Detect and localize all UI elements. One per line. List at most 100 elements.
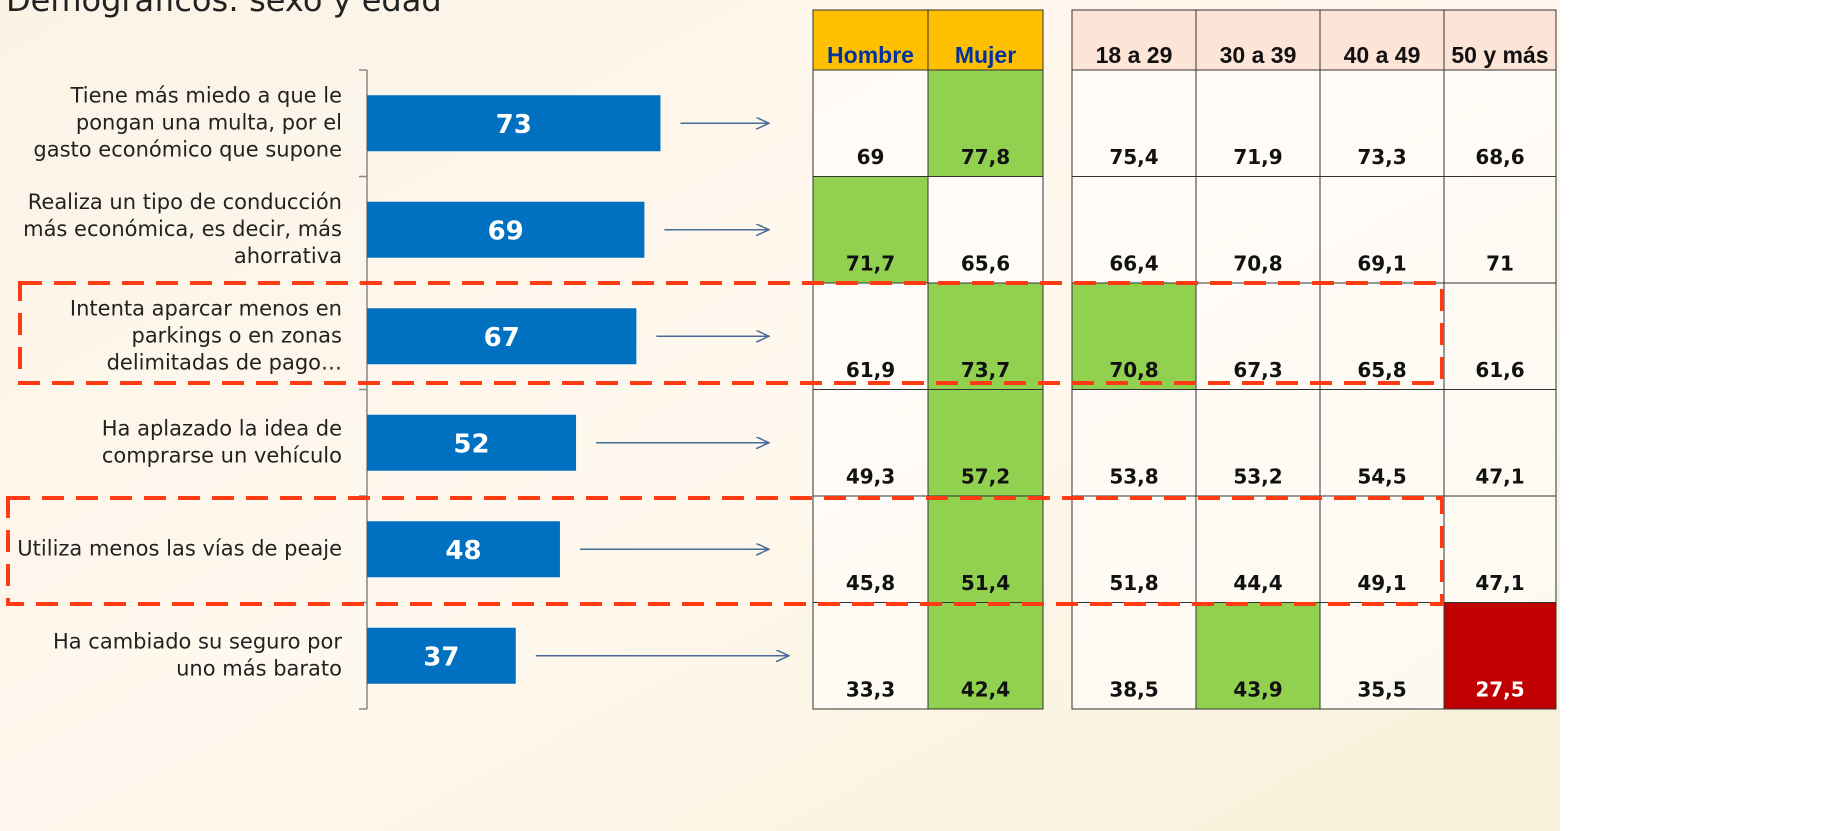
category-label: más económica, es decir, más bbox=[23, 217, 342, 241]
header-cell bbox=[927, 9, 1044, 71]
bar bbox=[367, 521, 560, 578]
category-label: Realiza un tipo de conducción bbox=[28, 190, 342, 214]
table-cell bbox=[927, 176, 1044, 284]
table: Hombre Mujer 18 a 29 30 a 39 40 a 49 50 y más… bbox=[812, 9, 1557, 710]
cell-value: 47,1 bbox=[1475, 571, 1524, 595]
cell-value: 69,1 bbox=[1357, 252, 1406, 276]
bar bbox=[367, 627, 516, 684]
header-cell bbox=[1443, 9, 1557, 71]
table-cell bbox=[927, 69, 1044, 177]
table-cell bbox=[1195, 176, 1321, 284]
column-header: 40 a 49 bbox=[1344, 42, 1421, 68]
cell-value: 71,7 bbox=[846, 252, 895, 276]
cell-value: 43,9 bbox=[1233, 678, 1282, 702]
table-cell bbox=[927, 495, 1044, 603]
category-label: comprarse un vehículo bbox=[102, 443, 342, 467]
column-header: Mujer bbox=[955, 42, 1016, 68]
table-cell bbox=[812, 602, 929, 710]
table-cell bbox=[1195, 495, 1321, 603]
table-cell bbox=[1071, 69, 1197, 177]
table-cell bbox=[1071, 176, 1197, 284]
cell-value: 65,8 bbox=[1357, 358, 1406, 382]
cell-value: 68,6 bbox=[1475, 145, 1524, 169]
cell-value: 53,8 bbox=[1109, 465, 1158, 489]
table-cell bbox=[1443, 282, 1557, 390]
table-cell bbox=[1319, 176, 1445, 284]
bar-chart: Tiene más miedo a que le pongan una multa… bbox=[17, 69, 789, 710]
table-cell bbox=[927, 602, 1044, 710]
table-cell bbox=[1319, 495, 1445, 603]
cell-value: 61,6 bbox=[1475, 358, 1524, 382]
cell-value: 66,4 bbox=[1109, 252, 1158, 276]
category-label: Ha cambiado su seguro por bbox=[53, 629, 342, 653]
category-label: Intenta aparcar menos en bbox=[70, 296, 342, 320]
cell-value: 38,5 bbox=[1109, 678, 1158, 702]
column-header: 30 a 39 bbox=[1220, 42, 1297, 68]
cell-value: 57,2 bbox=[961, 465, 1010, 489]
category-label: uno más barato bbox=[176, 656, 342, 680]
cell-value: 53,2 bbox=[1233, 465, 1282, 489]
bar-value-label: 48 bbox=[445, 536, 481, 566]
table-cell bbox=[1071, 389, 1197, 497]
column-header: 50 y más bbox=[1451, 42, 1548, 68]
table-cell bbox=[812, 282, 929, 390]
table-cell bbox=[1443, 389, 1557, 497]
column-header: Hombre bbox=[827, 42, 914, 68]
category-label: gasto económico que supone bbox=[33, 137, 342, 161]
bar-value-label: 73 bbox=[496, 110, 532, 140]
category-label: Ha aplazado la idea de bbox=[102, 416, 342, 440]
bar bbox=[367, 95, 661, 152]
cell-value: 67,3 bbox=[1233, 358, 1282, 382]
chart-title: Demográficos: sexo y edad bbox=[6, 0, 442, 19]
highlight-boxes bbox=[6, 281, 1444, 606]
category-label: Tiene más miedo a que le bbox=[70, 83, 342, 107]
category-label: parkings o en zonas bbox=[131, 323, 342, 347]
bar-value-label: 37 bbox=[423, 642, 459, 672]
cell-value: 70,8 bbox=[1233, 252, 1282, 276]
cell-value: 27,5 bbox=[1475, 678, 1524, 702]
cell-value: 73,3 bbox=[1357, 145, 1406, 169]
cell-value: 42,4 bbox=[961, 678, 1010, 702]
table-cell bbox=[812, 69, 929, 177]
cell-value: 35,5 bbox=[1357, 678, 1406, 702]
table-cell bbox=[1443, 495, 1557, 603]
highlight-box bbox=[6, 496, 1444, 606]
cell-value: 45,8 bbox=[846, 571, 895, 595]
table-cell bbox=[1071, 495, 1197, 603]
cell-value: 49,3 bbox=[846, 465, 895, 489]
cell-value: 51,4 bbox=[961, 571, 1010, 595]
table-cell bbox=[1071, 602, 1197, 710]
cell-value: 70,8 bbox=[1109, 358, 1158, 382]
bar-value-label: 69 bbox=[488, 216, 524, 246]
category-label: ahorrativa bbox=[234, 244, 342, 268]
cell-value: 33,3 bbox=[846, 678, 895, 702]
header-cell bbox=[1319, 9, 1445, 71]
bar bbox=[367, 414, 577, 471]
cell-value: 71 bbox=[1486, 252, 1514, 276]
cell-value: 44,4 bbox=[1233, 571, 1282, 595]
category-label: delimitadas de pago… bbox=[107, 350, 342, 374]
cell-value: 54,5 bbox=[1357, 465, 1406, 489]
cell-value: 71,9 bbox=[1233, 145, 1282, 169]
table-cell bbox=[812, 495, 929, 603]
table-cell bbox=[1443, 69, 1557, 177]
category-label: pongan una multa, por el bbox=[76, 110, 342, 134]
table-cell bbox=[1195, 602, 1321, 710]
cell-value: 69 bbox=[857, 145, 885, 169]
header-cell bbox=[1195, 9, 1321, 71]
table-cell bbox=[1195, 389, 1321, 497]
table-cell bbox=[1195, 69, 1321, 177]
category-label: Utiliza menos las vías de peaje bbox=[17, 536, 342, 560]
cell-value: 77,8 bbox=[961, 145, 1010, 169]
table-cell bbox=[1319, 69, 1445, 177]
highlight-box bbox=[18, 281, 1444, 385]
cell-value: 49,1 bbox=[1357, 571, 1406, 595]
cell-value: 47,1 bbox=[1475, 465, 1524, 489]
table-cell bbox=[927, 282, 1044, 390]
table-cell bbox=[812, 389, 929, 497]
cell-value: 73,7 bbox=[961, 358, 1010, 382]
column-header: 18 a 29 bbox=[1096, 42, 1173, 68]
cell-value: 75,4 bbox=[1109, 145, 1158, 169]
bar-value-label: 67 bbox=[484, 323, 520, 353]
